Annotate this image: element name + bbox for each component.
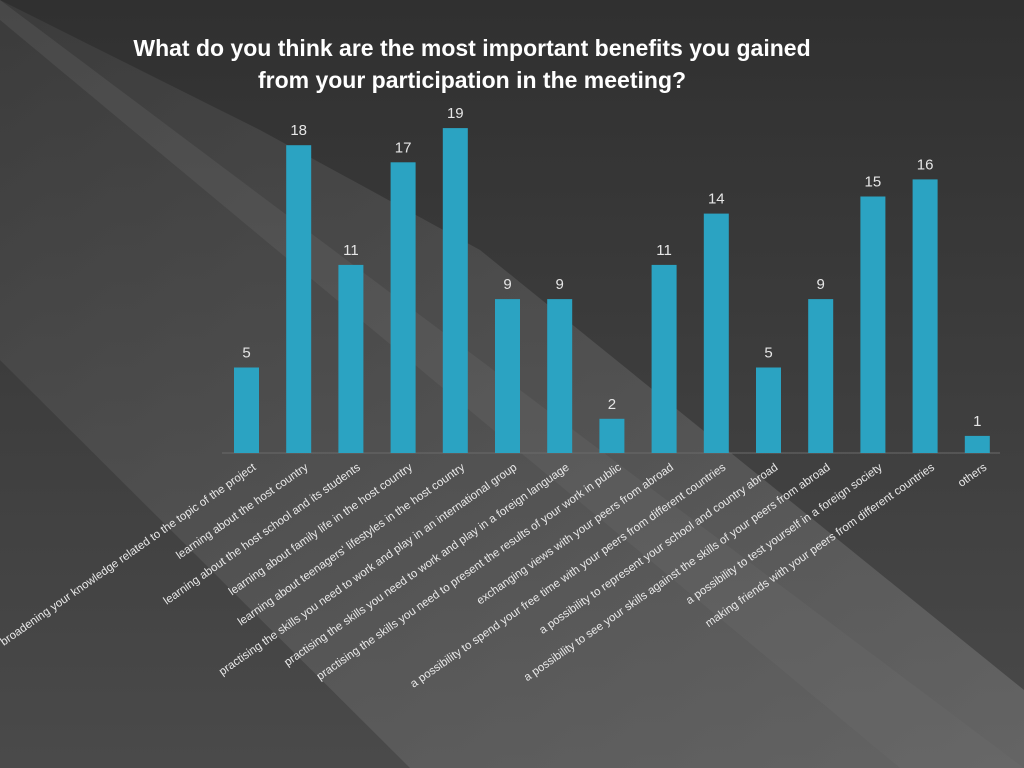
bar-1 [234,367,259,453]
bar-10 [703,213,729,453]
bars-group [234,128,990,454]
data-label-15: 1 [973,413,981,430]
bar-7 [547,299,573,453]
bar-8 [599,418,625,453]
bar-12 [808,299,834,453]
bar-6 [495,299,520,453]
x-tick-labels-group: broadening your knowledge related to the… [0,461,989,690]
bar-3 [338,264,364,453]
data-label-7: 9 [556,276,564,293]
data-label-9: 11 [656,242,672,259]
bar-5 [442,128,468,453]
x-tick-label-1: broadening your knowledge related to the… [0,461,259,648]
chart-title-line-2: from your participation in the meeting? [257,67,687,93]
data-label-12: 9 [817,276,825,293]
bar-15 [964,435,990,453]
x-tick-label-3: learning about the host school and its s… [162,461,363,607]
chart-title: What do you think are the most important… [62,32,882,96]
bar-11 [756,367,781,453]
data-label-6: 9 [503,276,511,293]
bar-4 [390,162,416,454]
data-labels-group: 5 18 11 17 19 9 9 2 11 14 5 9 15 16 1 [242,105,981,430]
bar-14 [912,179,938,453]
data-label-11: 5 [764,345,772,362]
bar-2 [286,145,312,453]
data-label-8: 2 [608,396,616,413]
x-tick-label-13: a possibility to test yourself in a fore… [684,461,885,607]
data-label-13: 15 [865,174,882,191]
data-label-4: 17 [395,139,412,156]
bar-13 [860,196,886,453]
bar-9 [651,264,677,453]
x-tick-label-9: exchanging views with your peers from ab… [475,462,676,608]
x-tick-label-11: a possibility to represent your school a… [537,462,780,637]
data-label-14: 16 [917,156,934,173]
chart-title-line-1: What do you think are the most important… [133,35,811,61]
x-tick-label-15: others [956,461,989,489]
data-label-1: 5 [242,345,250,362]
data-label-2: 18 [290,122,307,139]
data-label-5: 19 [447,105,464,122]
data-label-3: 11 [343,242,359,259]
data-label-10: 14 [708,191,725,208]
x-tick-label-4: learning about family life in the host c… [227,461,415,598]
